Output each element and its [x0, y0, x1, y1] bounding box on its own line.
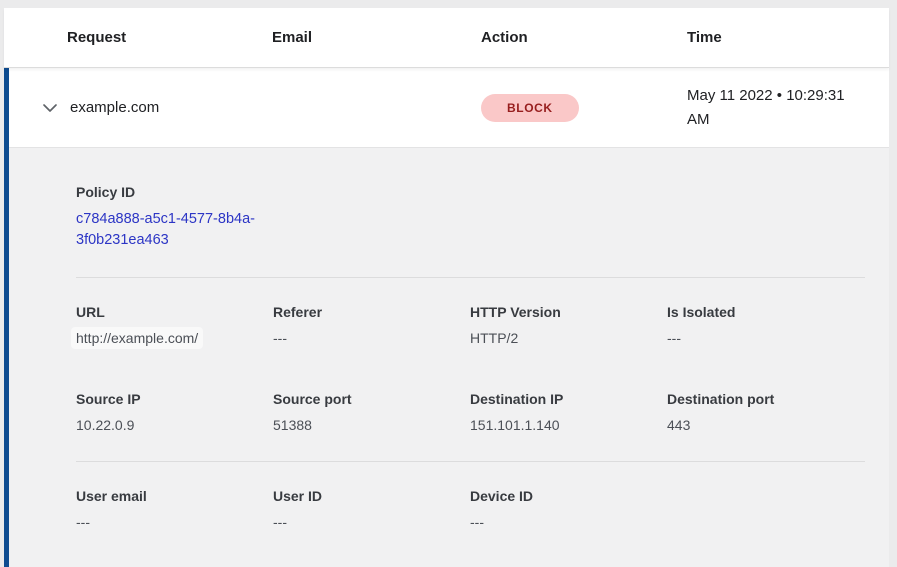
policy-id-label: Policy ID [76, 184, 136, 200]
request-cell: example.com [70, 99, 160, 116]
user-id-value: --- [273, 514, 287, 530]
is-isolated-value: --- [667, 330, 681, 346]
destination-port-label: Destination port [667, 391, 775, 407]
destination-ip-label: Destination IP [470, 391, 564, 407]
is-isolated-field: Is Isolated --- [667, 304, 864, 349]
device-id-value: --- [470, 514, 484, 530]
source-ip-value: 10.22.0.9 [76, 417, 135, 433]
column-header-request: Request [67, 29, 127, 46]
http-version-value: HTTP/2 [470, 330, 519, 346]
detail-field-row: User email --- User ID --- Device ID --- [76, 488, 865, 530]
detail-field-row: Source IP 10.22.0.9 Source port 51388 De… [76, 391, 865, 433]
destination-ip-value: 151.101.1.140 [470, 417, 560, 433]
source-ip-field: Source IP 10.22.0.9 [76, 391, 273, 433]
divider [76, 461, 865, 462]
detail-field-row: URL http://example.com/ Referer --- HTTP… [71, 304, 865, 349]
url-value[interactable]: http://example.com/ [71, 327, 204, 349]
column-header-time: Time [687, 29, 722, 46]
policy-id-field: Policy ID c784a888-a5c1-4577-8b4a-3f0b23… [76, 184, 865, 251]
collapse-row-button[interactable] [9, 103, 70, 113]
policy-id-link[interactable]: c784a888-a5c1-4577-8b4a-3f0b231ea463 [76, 211, 255, 248]
source-ip-label: Source IP [76, 391, 141, 407]
user-id-label: User ID [273, 488, 323, 504]
divider [76, 277, 865, 278]
url-field: URL http://example.com/ [71, 304, 273, 349]
chevron-down-icon [42, 103, 58, 113]
expanded-row-group: example.com BLOCK May 11 2022 • 10:29:31… [4, 68, 889, 567]
user-id-field: User ID --- [273, 488, 470, 530]
row-detail-panel: Policy ID c784a888-a5c1-4577-8b4a-3f0b23… [9, 148, 889, 567]
destination-ip-field: Destination IP 151.101.1.140 [470, 391, 667, 433]
source-port-value: 51388 [273, 417, 312, 433]
referer-field: Referer --- [273, 304, 470, 349]
user-email-value: --- [76, 514, 90, 530]
time-cell: May 11 2022 • 10:29:31 AM [687, 86, 845, 128]
column-header-email: Email [272, 29, 313, 46]
url-label: URL [76, 304, 105, 320]
http-version-field: HTTP Version HTTP/2 [470, 304, 667, 349]
action-cell: BLOCK [481, 93, 687, 122]
user-email-label: User email [76, 488, 147, 504]
destination-port-field: Destination port 443 [667, 391, 864, 433]
http-version-label: HTTP Version [470, 304, 561, 320]
referer-label: Referer [273, 304, 323, 320]
log-row[interactable]: example.com BLOCK May 11 2022 • 10:29:31… [9, 68, 889, 148]
source-port-field: Source port 51388 [273, 391, 470, 433]
device-id-field: Device ID --- [470, 488, 667, 530]
table-header-row: Request Email Action Time [4, 8, 889, 68]
status-badge: BLOCK [481, 93, 579, 122]
request-log-table: Request Email Action Time example.com BL… [4, 8, 889, 567]
user-email-field: User email --- [76, 488, 273, 530]
is-isolated-label: Is Isolated [667, 304, 736, 320]
empty-cell [667, 488, 864, 530]
destination-port-value: 443 [667, 417, 691, 433]
column-header-action: Action [481, 29, 528, 46]
referer-value: --- [273, 330, 287, 346]
device-id-label: Device ID [470, 488, 534, 504]
source-port-label: Source port [273, 391, 352, 407]
